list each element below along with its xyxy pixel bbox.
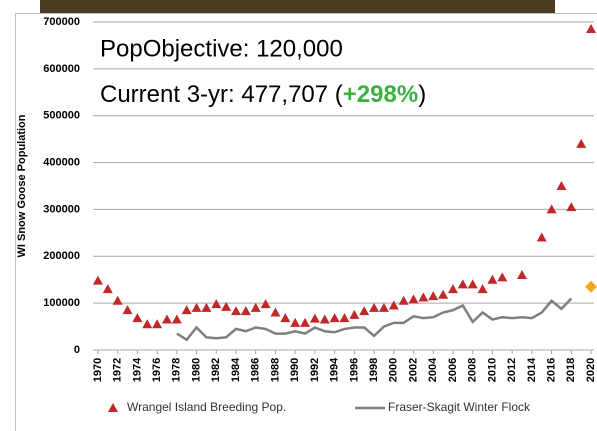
y-tick-label: 200000 — [43, 250, 80, 262]
triangle-marker — [92, 275, 103, 285]
triangle-marker — [477, 284, 488, 294]
y-tick-label: 100000 — [43, 297, 80, 309]
triangle-marker — [201, 302, 212, 312]
triangle-marker — [108, 403, 118, 412]
triangle-marker — [171, 314, 182, 324]
y-tick-label: 700000 — [43, 16, 80, 28]
x-tick-label: 2004 — [427, 357, 439, 382]
annotation-suffix: ) — [418, 81, 426, 108]
triangle-marker — [191, 302, 202, 312]
triangle-marker — [566, 202, 577, 212]
triangle-marker — [122, 305, 133, 315]
triangle-marker — [211, 299, 222, 309]
triangle-marker — [388, 300, 399, 310]
chart-panel — [15, 13, 597, 431]
triangle-marker — [250, 302, 261, 312]
triangle-marker — [576, 138, 587, 148]
triangle-marker — [359, 306, 370, 316]
triangle-marker — [428, 291, 439, 301]
x-tick-label: 1996 — [348, 358, 360, 382]
y-tick-label: 300000 — [43, 203, 80, 215]
triangle-marker — [260, 299, 271, 309]
x-tick-label: 1972 — [112, 358, 124, 382]
triangle-marker — [112, 295, 123, 305]
triangle-marker — [447, 284, 458, 294]
triangle-marker — [142, 319, 153, 329]
triangle-marker — [457, 279, 468, 289]
x-tick-label: 1992 — [309, 358, 321, 382]
x-tick-label: 1994 — [329, 357, 341, 382]
triangle-marker — [517, 270, 528, 280]
x-tick-label: 1982 — [210, 358, 222, 382]
triangle-marker — [181, 305, 192, 315]
triangle-marker — [418, 292, 429, 302]
x-tick-label: 2006 — [447, 358, 459, 382]
triangle-marker — [290, 317, 301, 327]
x-tick-label: 1986 — [250, 358, 262, 382]
x-tick-label: 2002 — [407, 358, 419, 382]
triangle-marker — [270, 307, 281, 317]
x-tick-label: 2008 — [467, 358, 479, 382]
annotation-change: +298% — [343, 81, 418, 108]
y-tick-label: 0 — [74, 344, 80, 356]
triangle-marker — [132, 313, 143, 323]
triangle-marker — [378, 302, 389, 312]
triangle-marker — [231, 306, 242, 316]
x-tick-label: 2010 — [486, 358, 498, 382]
triangle-marker — [487, 274, 498, 284]
plot-area: 0 100000 200000 300000 400000 500000 600000 700… — [43, 16, 597, 382]
triangle-marker — [102, 284, 113, 294]
x-tick-label: 2014 — [526, 357, 538, 382]
legend-label: Wrangel Island Breeding Pop. — [127, 400, 286, 414]
triangle-marker — [546, 204, 557, 214]
annotation-prefix: Current 3-yr: 477,707 ( — [100, 81, 343, 108]
triangle-marker — [536, 232, 547, 242]
y-tick-label: 600000 — [43, 63, 80, 75]
triangle-marker — [586, 24, 597, 34]
triangle-marker — [221, 301, 232, 311]
legend-label: Fraser-Skagit Winter Flock — [388, 400, 531, 414]
triangle-marker — [280, 313, 291, 323]
diamond-marker — [585, 280, 597, 293]
x-tick-label: 1970 — [92, 358, 104, 382]
x-tick-label: 2000 — [388, 358, 400, 382]
x-tick-label: 1988 — [269, 358, 281, 382]
y-tick-label: 400000 — [43, 156, 80, 168]
x-tick-label: 1974 — [131, 357, 143, 382]
x-tick-label: 1976 — [151, 358, 163, 382]
x-tick-label: 1978 — [171, 358, 183, 382]
y-tick-label: 500000 — [43, 110, 80, 122]
triangle-marker — [398, 295, 409, 305]
triangle-marker — [497, 272, 508, 282]
triangle-marker — [329, 313, 340, 323]
x-tick-label: 1990 — [289, 358, 301, 382]
triangle-marker — [556, 181, 567, 190]
triangle-marker — [369, 302, 380, 312]
triangle-marker — [438, 289, 449, 299]
triangle-marker — [319, 314, 330, 324]
x-tick-label: 1998 — [368, 358, 380, 382]
line-series — [176, 297, 573, 342]
triangle-marker — [152, 319, 163, 329]
triangle-marker — [467, 279, 478, 289]
x-tick-label: 2016 — [545, 358, 557, 382]
x-tick-label: 2012 — [506, 358, 518, 382]
annotation-current: Current 3-yr: 477,707 (+298%) — [100, 81, 426, 108]
triangle-marker — [408, 294, 419, 304]
x-tick-label: 1980 — [190, 358, 202, 382]
x-tick-label: 2020 — [585, 358, 597, 382]
triangle-marker — [161, 314, 172, 324]
photo-strip — [40, 0, 555, 13]
triangle-marker — [309, 313, 320, 323]
triangle-marker — [339, 313, 350, 323]
x-tick-label: 2018 — [565, 358, 577, 382]
x-tick-label: 1984 — [230, 357, 242, 382]
triangle-marker — [349, 309, 360, 319]
triangle-marker — [240, 306, 251, 316]
annotation-objective: PopObjective: 120,000 — [100, 35, 343, 62]
triangle-marker — [300, 317, 311, 327]
y-axis-label: WI Snow Goose Population — [16, 114, 28, 257]
